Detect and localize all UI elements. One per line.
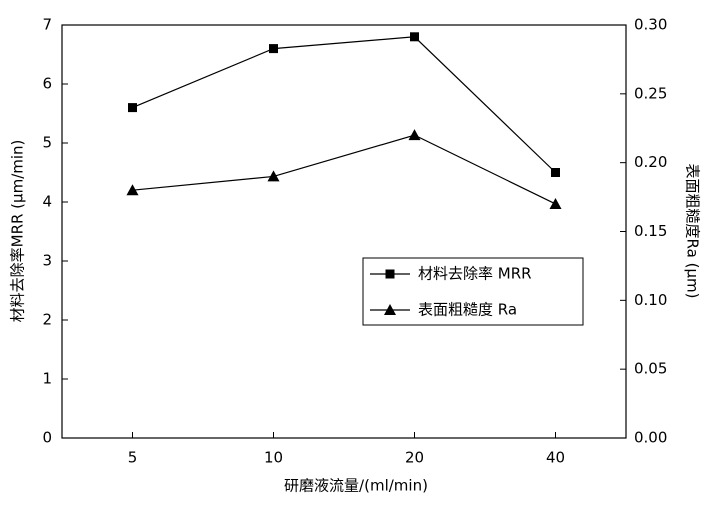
y-tick-label: 7 bbox=[42, 16, 52, 34]
data-point bbox=[551, 168, 560, 177]
y-tick-label: 3 bbox=[42, 252, 52, 270]
y2-tick-label: 0.00 bbox=[634, 429, 667, 447]
y2-tick-label: 0.20 bbox=[634, 153, 667, 171]
plot-frame bbox=[61, 24, 627, 439]
data-point bbox=[549, 197, 562, 209]
data-point bbox=[267, 170, 280, 182]
data-point bbox=[269, 44, 278, 54]
y2-tick-label: 0.25 bbox=[634, 84, 667, 102]
y2-axis-label: 表面粗糙度Ra (μm) bbox=[684, 164, 702, 299]
y-tick-label: 1 bbox=[42, 370, 52, 388]
x-tick-label: 40 bbox=[546, 449, 565, 467]
y-tick-label: 0 bbox=[42, 429, 52, 447]
series-line bbox=[132, 36, 556, 173]
y-tick-label: 6 bbox=[42, 75, 52, 93]
x-tick-label: 10 bbox=[264, 449, 283, 467]
legend-label: 表面粗糙度 Ra bbox=[418, 301, 517, 319]
series-line bbox=[132, 134, 556, 205]
y-tick-label: 2 bbox=[42, 311, 52, 329]
legend-marker bbox=[385, 269, 395, 279]
y2-tick-label: 0.05 bbox=[634, 360, 667, 378]
x-tick-label: 20 bbox=[405, 449, 424, 467]
y2-tick-label: 0.15 bbox=[634, 222, 667, 240]
legend-marker bbox=[384, 304, 396, 315]
data-point bbox=[128, 103, 137, 113]
legend-box bbox=[362, 257, 584, 326]
y-tick-label: 4 bbox=[42, 193, 52, 211]
data-point bbox=[410, 32, 419, 42]
x-tick-label: 5 bbox=[128, 449, 138, 467]
data-point bbox=[126, 184, 139, 196]
y2-tick-label: 0.30 bbox=[634, 16, 667, 34]
x-axis-label: 研磨液流量/(ml/min) bbox=[284, 477, 428, 495]
y2-tick-label: 0.10 bbox=[634, 291, 667, 309]
legend-label: 材料去除率 MRR bbox=[418, 265, 532, 283]
y-tick-label: 5 bbox=[42, 134, 52, 152]
y-axis-label: 材料去除率MRR (μm/min) bbox=[9, 140, 27, 323]
data-point bbox=[408, 129, 421, 141]
